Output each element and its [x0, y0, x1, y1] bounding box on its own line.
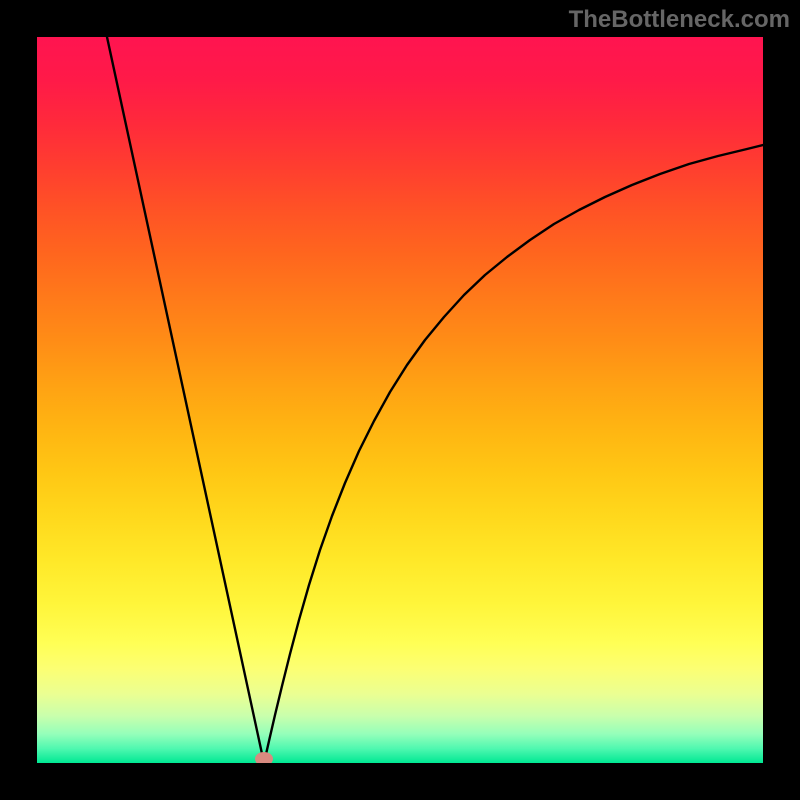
watermark-text: TheBottleneck.com — [569, 6, 790, 34]
plot-area — [37, 37, 763, 763]
gradient-background — [37, 37, 763, 763]
plot-svg — [37, 37, 763, 763]
